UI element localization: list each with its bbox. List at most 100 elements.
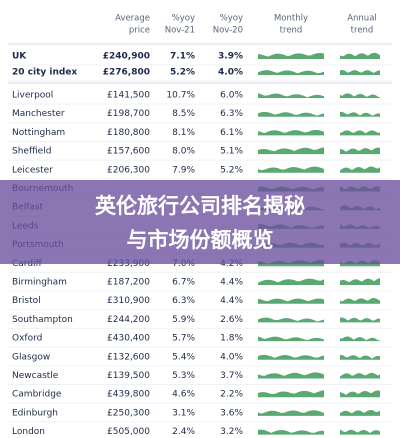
- cell: 1.8%: [220, 334, 243, 344]
- cell: £157,600: [107, 147, 150, 157]
- cell: 3.7%: [220, 371, 243, 381]
- cell: 5.2%: [220, 165, 243, 175]
- sparkline: [340, 166, 380, 173]
- cell: 4.6%: [172, 390, 195, 400]
- cell: 5.1%: [220, 147, 243, 157]
- sparkline: [258, 166, 324, 173]
- cell: 6.0%: [220, 91, 243, 101]
- sparkline: [258, 93, 324, 98]
- column-header: %yoy: [220, 14, 243, 24]
- column-header: Nov-20: [213, 26, 243, 36]
- sparkline: [340, 93, 380, 98]
- cell: 5.2%: [170, 68, 195, 78]
- sparkline: [340, 278, 380, 285]
- cell: £187,200: [107, 278, 150, 288]
- sparkline: [340, 111, 380, 117]
- sparkline: [340, 336, 380, 342]
- cell: 4.0%: [220, 352, 243, 362]
- cell: £240,900: [103, 52, 150, 62]
- row-name: Southampton: [12, 315, 73, 325]
- cell: 8.1%: [172, 128, 195, 138]
- sparkline: [340, 354, 380, 360]
- cell: £439,800: [107, 390, 150, 400]
- cell: 2.2%: [220, 390, 243, 400]
- sparkline: [340, 409, 380, 416]
- sparkline: [340, 130, 380, 136]
- cell: £250,300: [107, 408, 150, 418]
- sparkline: [340, 372, 380, 379]
- row-name: Sheffield: [12, 147, 51, 157]
- cell: £198,700: [107, 109, 150, 119]
- row-name: UK: [12, 52, 27, 62]
- cell: 2.6%: [220, 315, 243, 325]
- sparkline: [258, 147, 324, 155]
- column-header: Average: [115, 14, 150, 24]
- sparkline: [258, 129, 324, 136]
- sparkline: [340, 70, 380, 75]
- cell: 3.2%: [220, 427, 243, 437]
- sparkline: [340, 147, 380, 155]
- sparkline: [340, 390, 380, 398]
- row-name: Bristol: [12, 296, 41, 306]
- row-name: Nottingham: [12, 128, 65, 138]
- row-name: Birmingham: [12, 278, 67, 288]
- cell: £132,600: [107, 352, 150, 362]
- cell: £139,500: [107, 371, 150, 381]
- cell: 6.7%: [172, 278, 195, 288]
- sparkline: [258, 70, 324, 75]
- column-header: Nov-21: [165, 26, 195, 36]
- sparkline: [258, 278, 324, 285]
- row-name: 20 city index: [12, 68, 77, 78]
- sparkline: [340, 52, 380, 59]
- cell: 4.4%: [220, 296, 243, 306]
- column-header: trend: [351, 26, 374, 36]
- column-header: Annual: [347, 14, 377, 24]
- column-header: %yoy: [172, 14, 195, 24]
- row-name: Manchester: [12, 109, 65, 119]
- cell: £430,400: [107, 334, 150, 344]
- sparkline: [258, 317, 324, 323]
- cell: 10.7%: [166, 91, 195, 101]
- row-name: Cambridge: [12, 390, 62, 400]
- cell: 3.9%: [218, 52, 243, 62]
- column-header: Monthly: [274, 14, 308, 24]
- sparkline: [340, 429, 380, 435]
- cell: 8.5%: [172, 109, 195, 119]
- cell: 7.9%: [172, 165, 195, 175]
- column-header: trend: [280, 26, 303, 36]
- cell: £505,000: [107, 427, 150, 437]
- cell: 5.3%: [172, 371, 195, 381]
- column-header: price: [129, 26, 150, 36]
- sparkline: [340, 317, 380, 323]
- row-name: Liverpool: [12, 91, 53, 101]
- sparkline: [258, 111, 324, 117]
- cell: £180,800: [107, 128, 150, 138]
- sparkline: [258, 298, 324, 304]
- sparkline: [258, 336, 324, 342]
- sparkline: [258, 53, 324, 59]
- banner-line: 英伦旅行公司排名揭秘: [95, 194, 305, 218]
- cell: 6.1%: [220, 128, 243, 138]
- cell: £276,800: [103, 68, 150, 78]
- cell: £206,300: [107, 165, 150, 175]
- cell: 8.0%: [172, 147, 195, 157]
- banner: [0, 180, 400, 264]
- cell: 6.3%: [172, 296, 195, 306]
- row-name: Glasgow: [12, 352, 50, 362]
- cell: 2.4%: [172, 427, 195, 437]
- row-name: Newcastle: [12, 371, 59, 381]
- cell: 4.0%: [218, 68, 243, 78]
- sparkline: [258, 410, 324, 416]
- sparkline: [258, 429, 324, 435]
- row-name: Leicester: [12, 165, 53, 175]
- cell: 3.1%: [172, 408, 195, 418]
- cell: 5.7%: [172, 334, 195, 344]
- cell: 4.4%: [220, 278, 243, 288]
- sparkline: [258, 390, 324, 398]
- cell: 6.3%: [220, 109, 243, 119]
- cell: £244,200: [107, 315, 150, 325]
- cell: 3.6%: [220, 408, 243, 418]
- cell: £141,500: [107, 91, 150, 101]
- sparkline: [258, 354, 324, 360]
